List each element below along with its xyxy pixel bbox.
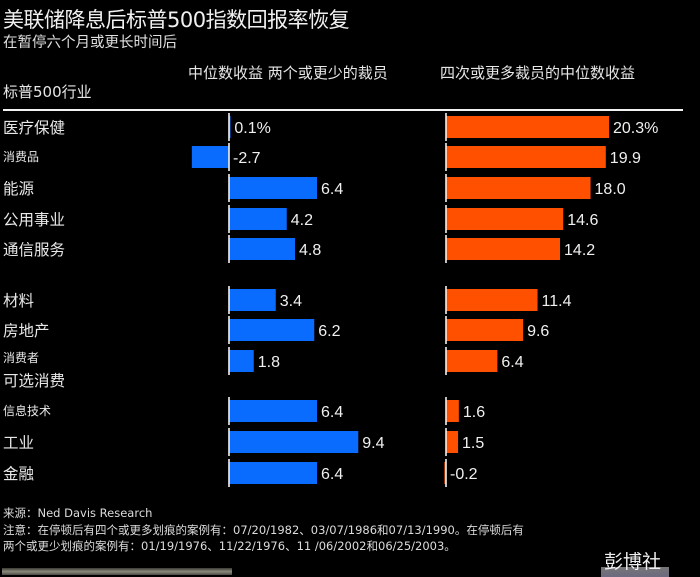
- category-label: 可选消费: [3, 372, 65, 390]
- bar-orange: [446, 146, 606, 168]
- series-header-blue: 中位数收益 两个或更少的裁员: [188, 64, 388, 82]
- data-label: 6.4: [501, 354, 523, 371]
- bar-orange: [446, 177, 591, 199]
- category-label: 通信服务: [3, 241, 65, 259]
- category-label: 金融: [3, 465, 34, 483]
- data-label: 6.4: [321, 404, 343, 421]
- data-label: 9.4: [362, 435, 384, 452]
- bar-blue: [229, 289, 276, 311]
- data-label: -2.7: [233, 150, 261, 167]
- data-label: 9.6: [527, 323, 549, 340]
- bar-blue: [191, 146, 229, 168]
- category-label: 信息技术: [3, 403, 51, 418]
- bar-orange: [446, 289, 538, 311]
- bar-orange: [446, 238, 561, 260]
- data-label: 14.6: [567, 212, 598, 229]
- bar-orange: [446, 208, 564, 230]
- bar-blue: [229, 319, 315, 341]
- category-label: 消费者: [3, 351, 39, 365]
- bar-orange: [446, 350, 498, 372]
- data-label: 1.8: [258, 354, 280, 371]
- series-header-orange: 四次或更多裁员的中位数收益: [440, 64, 636, 82]
- footnote-line-1: 注意：在停顿后有四个或更多划痕的案例有：07/20/1982、03/07/198…: [3, 523, 524, 537]
- chart-title: 美联储降息后标普500指数回报率恢复: [3, 8, 350, 32]
- bar-orange: [444, 462, 446, 484]
- bar-orange: [446, 400, 459, 422]
- footnote-line-2: 两个或更少划痕的案例有：01/19/1976、11/22/1976、11 /06…: [3, 539, 456, 553]
- data-label: 11.4: [542, 293, 572, 310]
- data-label: 3.4: [280, 293, 302, 310]
- data-label: -0.2: [450, 466, 478, 483]
- category-axis-label: 标普500行业: [3, 83, 92, 101]
- bar-orange: [446, 319, 524, 341]
- data-label: 20.3%: [613, 120, 658, 137]
- source-note: 来源：Ned Davis Research: [3, 506, 153, 520]
- category-label: 房地产: [3, 322, 50, 340]
- data-label: 18.0: [595, 181, 626, 198]
- data-label: 6.2: [318, 323, 340, 340]
- watermark-logo: 彭博社: [604, 551, 662, 573]
- bar-blue: [229, 238, 295, 260]
- category-label: 消费品: [3, 150, 39, 164]
- bottom-decoration-bar: [2, 568, 232, 575]
- category-label: 公用事业: [3, 211, 65, 229]
- category-label: 工业: [3, 434, 34, 452]
- data-label: 4.2: [291, 212, 313, 229]
- bar-blue: [229, 350, 254, 372]
- category-label: 医疗保健: [3, 119, 65, 137]
- category-label: 能源: [3, 180, 34, 198]
- bar-blue: [229, 177, 317, 199]
- data-label: 4.8: [299, 242, 321, 259]
- data-label: 6.4: [321, 181, 343, 198]
- data-label: 1.5: [462, 435, 484, 452]
- bar-blue: [229, 462, 317, 484]
- chart-subtitle: 在暂停六个月或更长时间后: [3, 35, 177, 51]
- data-label: 6.4: [321, 466, 343, 483]
- header-divider: [3, 109, 683, 111]
- bar-orange: [446, 116, 610, 138]
- watermark-background: [601, 567, 669, 577]
- bar-blue: [229, 431, 359, 453]
- category-label: 材料: [3, 292, 34, 310]
- bar-blue: [229, 208, 287, 230]
- data-label: 0.1%: [234, 120, 270, 137]
- bar-orange: [446, 431, 459, 453]
- data-label: 1.6: [463, 404, 485, 421]
- data-label: 19.9: [610, 150, 641, 167]
- data-label: 14.2: [564, 242, 595, 259]
- bar-blue: [229, 400, 317, 422]
